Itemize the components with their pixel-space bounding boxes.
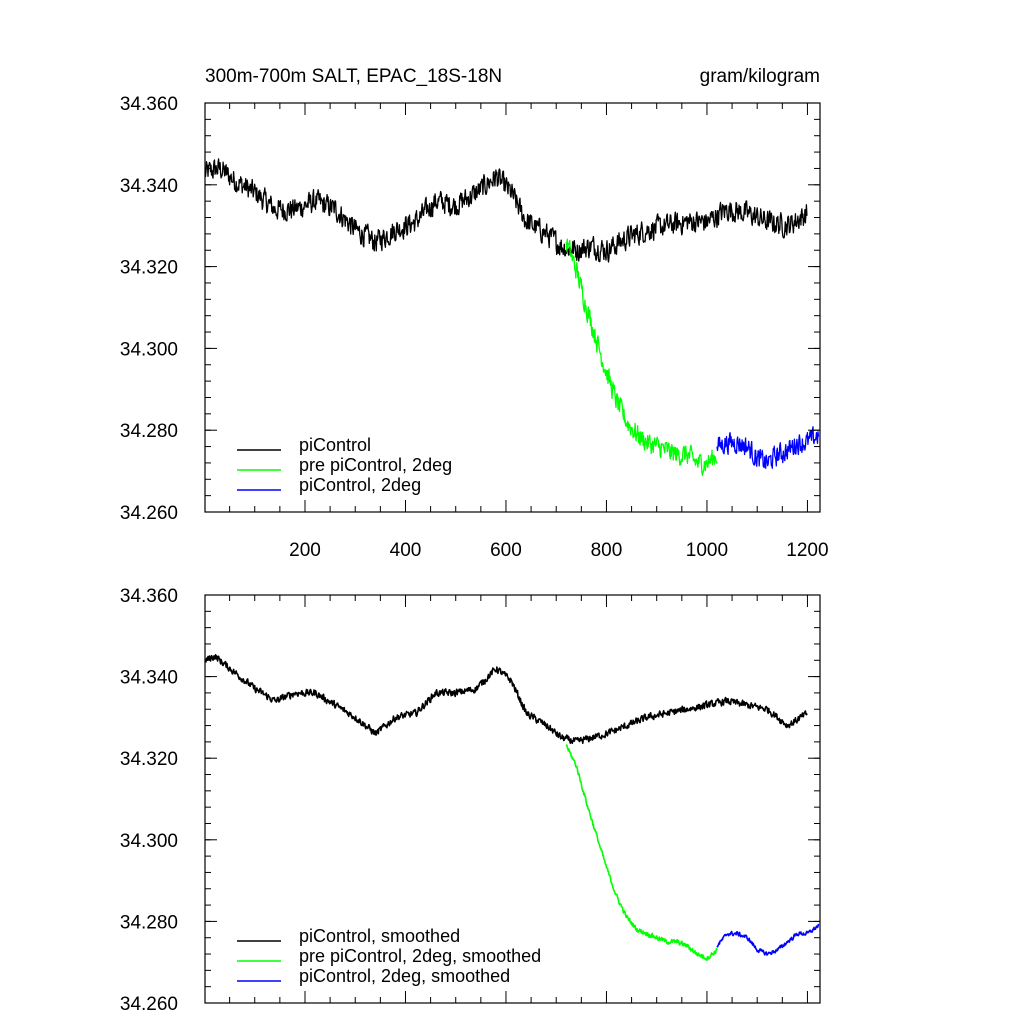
top-panel: 300m-700m SALT, EPAC_18S-18N gram/kilogra…: [120, 66, 829, 561]
legend-label-3: piControl, 2deg, smoothed: [299, 966, 510, 986]
bottom-panel: 34.260 34.280 34.300 34.320 34.340 34.360 piCo…: [120, 586, 821, 1015]
y-tick-label: 34.320: [120, 749, 178, 770]
series-line-1: [204, 654, 808, 744]
chart-title: 300m-700m SALT, EPAC_18S-18N: [205, 66, 502, 87]
series-line-1: [204, 158, 808, 263]
legend-label-1: piControl: [299, 435, 371, 455]
legend-label-1: piControl, smoothed: [299, 926, 460, 946]
x-tick-label: 1200: [786, 540, 828, 561]
x-tick-label: 600: [490, 540, 522, 561]
x-tick-label: 800: [591, 540, 623, 561]
y-tick-label: 34.260: [120, 503, 178, 524]
y-tick-label: 34.360: [120, 586, 178, 607]
x-tick-label: 1000: [686, 540, 728, 561]
units-label: gram/kilogram: [700, 66, 820, 87]
y-tick-label: 34.360: [120, 94, 178, 115]
y-tick-label: 34.300: [120, 339, 178, 360]
y-tick-label: 34.280: [120, 421, 178, 442]
series-line-3: [716, 426, 820, 469]
y-tick-label: 34.340: [120, 176, 178, 197]
legend-label-2: pre piControl, 2deg: [299, 455, 452, 475]
series-line-2: [565, 744, 718, 962]
plot-frame: [204, 594, 821, 1004]
plot-frame: [204, 102, 821, 513]
x-tick-label: 200: [289, 540, 321, 561]
y-tick-label: 34.300: [120, 831, 178, 852]
legend-label-2: pre piControl, 2deg, smoothed: [299, 946, 541, 966]
y-tick-label: 34.260: [120, 994, 178, 1015]
series-line-2: [565, 238, 718, 476]
legend-label-3: piControl, 2deg: [299, 475, 421, 495]
y-tick-label: 34.340: [120, 668, 178, 689]
series-line-3: [716, 923, 820, 956]
y-tick-label: 34.320: [120, 258, 178, 279]
x-tick-label: 400: [390, 540, 422, 561]
y-tick-label: 34.280: [120, 912, 178, 933]
